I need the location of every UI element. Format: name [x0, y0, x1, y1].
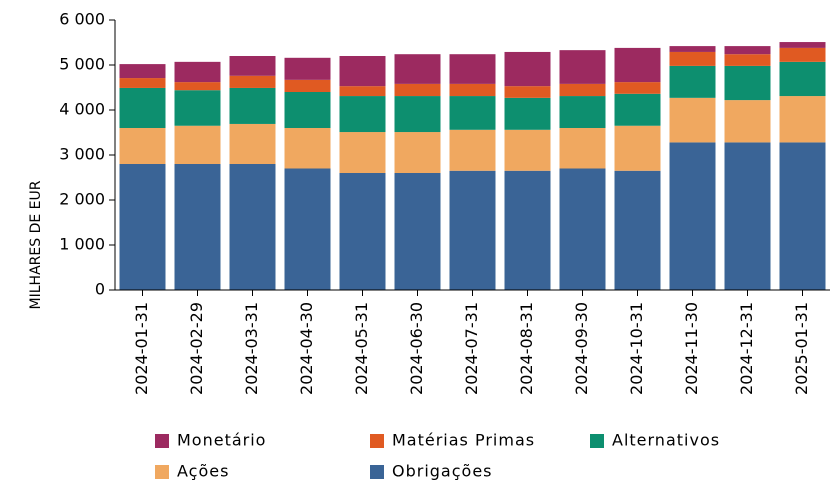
- legend-swatch: [370, 465, 384, 479]
- bar-segment: [779, 42, 826, 48]
- legend-label: Monetário: [177, 431, 266, 450]
- bar-segment: [559, 128, 606, 169]
- bar-segment: [394, 132, 441, 173]
- bar-segment: [229, 56, 276, 76]
- bar-segment: [779, 47, 826, 62]
- bar-segment: [724, 46, 771, 55]
- bar-segment: [449, 83, 496, 97]
- y-tick-label: 1 000: [59, 235, 105, 254]
- bar-segment: [174, 82, 221, 91]
- x-tick-label: 2024-02-29: [187, 302, 206, 395]
- bar-segment: [174, 125, 221, 164]
- legend-swatch: [370, 434, 384, 448]
- y-tick-label: 5 000: [59, 55, 105, 74]
- x-tick-label: 2024-03-31: [242, 302, 261, 395]
- x-tick-label: 2024-12-31: [737, 302, 756, 395]
- legend-swatch: [590, 434, 604, 448]
- bar-segment: [779, 61, 826, 97]
- x-tick-label: 2024-07-31: [462, 302, 481, 395]
- bar-segment: [669, 51, 716, 66]
- bar-segment: [449, 170, 496, 290]
- bar-segment: [229, 123, 276, 164]
- bar-segment: [119, 64, 166, 79]
- legend-swatch: [155, 434, 169, 448]
- y-axis-label: MILHARES DE EUR: [28, 180, 44, 309]
- bar-segment: [669, 46, 716, 52]
- x-tick-label: 2024-04-30: [297, 302, 316, 395]
- x-tick-label: 2024-10-31: [627, 302, 646, 395]
- legend-label: Ações: [177, 462, 229, 481]
- bar-segment: [339, 173, 386, 290]
- bar-segment: [119, 78, 166, 88]
- bar-segment: [449, 54, 496, 84]
- bar-segment: [669, 142, 716, 290]
- bar-segment: [724, 54, 771, 66]
- legend-label: Matérias Primas: [392, 431, 535, 450]
- bar-segment: [449, 96, 496, 130]
- bar-segment: [339, 56, 386, 87]
- bar-segment: [284, 168, 331, 290]
- x-tick-label: 2024-11-30: [682, 302, 701, 395]
- bar-segment: [614, 82, 661, 94]
- y-tick-label: 4 000: [59, 100, 105, 119]
- x-tick-label: 2024-08-31: [517, 302, 536, 395]
- bar-segment: [504, 129, 551, 171]
- x-tick-label: 2024-01-31: [132, 302, 151, 395]
- x-tick-label: 2025-01-31: [792, 302, 811, 395]
- bar-segment: [284, 128, 331, 169]
- bar-segment: [394, 173, 441, 290]
- bar-segment: [779, 142, 826, 290]
- bar-segment: [504, 51, 551, 87]
- bar-segment: [614, 47, 661, 83]
- bar-segment: [724, 142, 771, 290]
- bar-segment: [504, 97, 551, 130]
- bar-segment: [504, 170, 551, 290]
- x-tick-label: 2024-09-30: [572, 302, 591, 395]
- bar-segment: [504, 86, 551, 98]
- bar-segment: [284, 79, 331, 92]
- bar-segment: [394, 96, 441, 133]
- bar-segment: [724, 100, 771, 143]
- bar-segment: [669, 65, 716, 98]
- bar-segment: [119, 87, 166, 128]
- bar-segment: [229, 75, 276, 88]
- x-tick-label: 2024-05-31: [352, 302, 371, 395]
- bar-segment: [559, 96, 606, 128]
- bar-segment: [724, 65, 771, 101]
- x-tick-label: 2024-06-30: [407, 302, 426, 395]
- legend-swatch: [155, 465, 169, 479]
- bar-segment: [614, 93, 661, 126]
- bar-segment: [669, 97, 716, 143]
- y-tick-label: 2 000: [59, 190, 105, 209]
- bar-segment: [174, 61, 221, 83]
- bar-segment: [614, 125, 661, 171]
- bar-segment: [394, 54, 441, 84]
- bar-segment: [119, 164, 166, 290]
- legend-label: Obrigações: [392, 462, 493, 481]
- bar-segment: [174, 90, 221, 126]
- bar-segment: [174, 164, 221, 290]
- bar-segment: [284, 57, 331, 80]
- bar-segment: [449, 129, 496, 171]
- bar-segment: [339, 132, 386, 173]
- legend-label: Alternativos: [612, 431, 720, 450]
- bar-segment: [229, 164, 276, 290]
- bar-segment: [229, 87, 276, 124]
- y-tick-label: 3 000: [59, 145, 105, 164]
- bar-segment: [614, 170, 661, 290]
- bar-segment: [559, 168, 606, 290]
- y-tick-label: 0: [95, 280, 105, 299]
- bar-segment: [119, 128, 166, 164]
- bar-segment: [779, 96, 826, 143]
- bar-segment: [284, 92, 331, 128]
- y-tick-label: 6 000: [59, 10, 105, 29]
- bar-segment: [559, 83, 606, 97]
- bar-segment: [559, 50, 606, 84]
- bar-segment: [339, 86, 386, 97]
- bar-segment: [339, 96, 386, 133]
- bar-segment: [394, 83, 441, 97]
